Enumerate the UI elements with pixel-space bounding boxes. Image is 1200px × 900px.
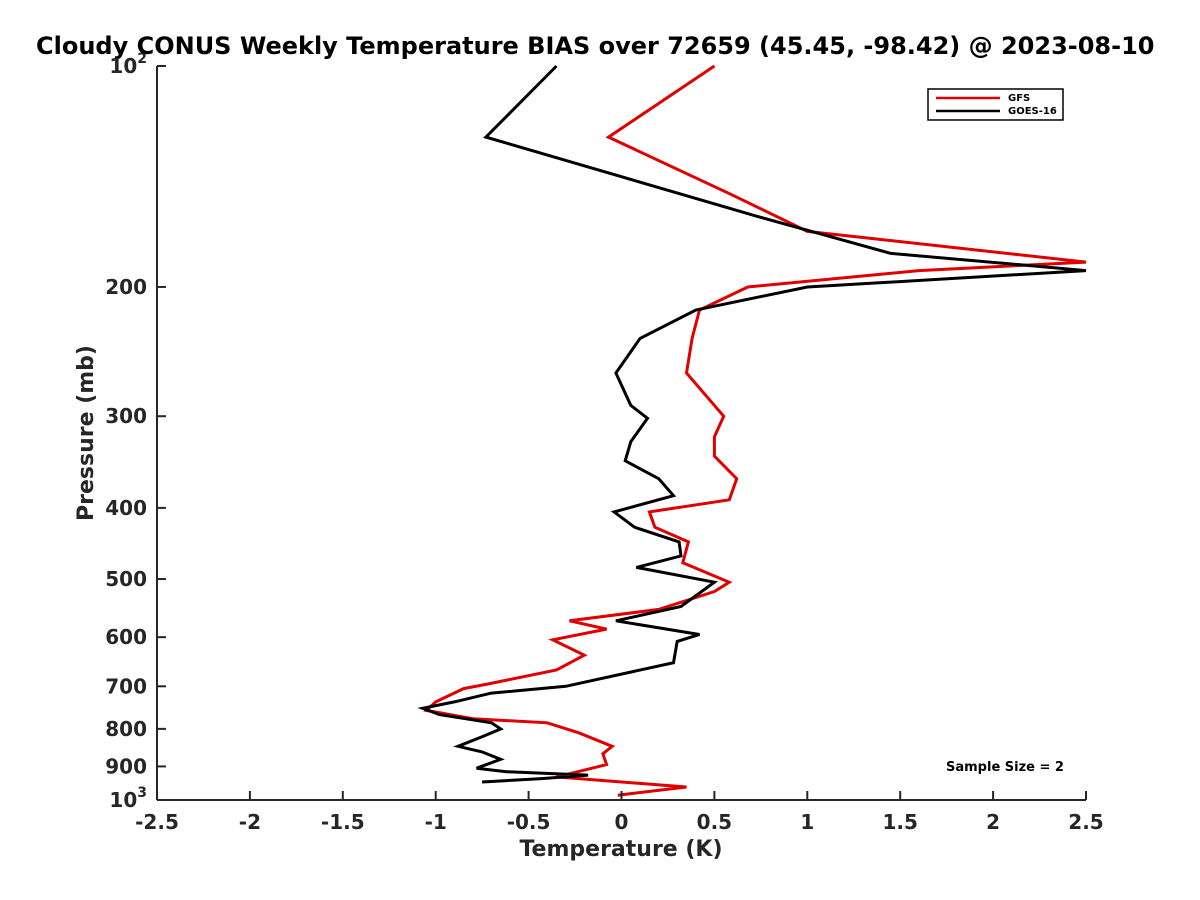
x-ticks: -2.5 -2 -1.5 -1 -0.5 0 0.5 1 1.5 2 2.5 [135,791,1104,834]
chart-title: Cloudy CONUS Weekly Temperature BIAS ove… [36,32,1154,60]
x-tick-label: 2.5 [1068,810,1103,834]
legend-label-goes16: GOES-16 [1008,106,1057,117]
x-tick-label: 2 [986,810,1000,834]
x-tick-label: 0.5 [697,810,732,834]
x-tick-label: 1.5 [882,810,917,834]
x-tick-label: -1 [425,810,447,834]
y-tick-label: 200 [105,275,147,299]
y-tick-label: 900 [105,754,147,778]
series-line-gfs [423,64,1087,797]
x-tick-label: 1 [800,810,814,834]
legend-label-gfs: GFS [1008,93,1030,104]
legend: GFS GOES-16 [927,88,1064,121]
y-tick-label: 700 [105,674,147,698]
x-tick-label: -1.5 [321,810,365,834]
x-tick-label: -2.5 [135,810,179,834]
series-lines [417,64,1087,797]
x-tick-label: -0.5 [507,810,551,834]
y-axis-label: Pressure (mb) [74,345,99,521]
y-tick-exponent: 2 [137,51,147,67]
y-tick-exponent: 3 [137,785,147,801]
y-tick-label: 600 [105,625,147,649]
series-line-goes16 [417,64,1087,784]
legend-box [927,88,1064,121]
x-tick-label: -2 [239,810,261,834]
x-tick-label: 0 [615,810,629,834]
x-axis-label: Temperature (K) [519,837,722,862]
y-tick-label: 400 [105,496,147,520]
y-tick-label: 800 [105,717,147,741]
y-tick-label: 103 [109,785,147,812]
sample-size-annotation: Sample Size = 2 [946,760,1064,775]
y-tick-label: 300 [105,404,147,428]
y-tick-label: 500 [105,567,147,591]
